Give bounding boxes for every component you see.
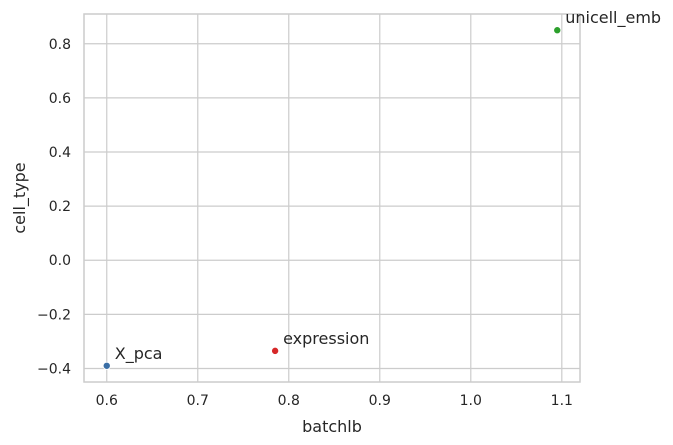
y-tick-label: 0.6 <box>49 91 71 107</box>
point-label: expression <box>283 329 369 348</box>
y-tick-label: −0.2 <box>37 307 71 323</box>
y-tick-label: 0.0 <box>49 253 71 269</box>
x-tick-label: 0.9 <box>369 393 391 409</box>
data-point <box>553 26 562 35</box>
x-axis-label: batchlb <box>302 417 362 436</box>
y-axis-label: cell_type <box>10 162 30 233</box>
point-label: unicell_emb <box>565 8 661 28</box>
x-tick-label: 1.1 <box>551 393 573 409</box>
data-points: X_pca expression unicell_emb <box>102 8 661 370</box>
grid <box>84 14 580 382</box>
plot-frame <box>83 13 581 383</box>
y-tick-label: 0.4 <box>49 145 71 161</box>
point-label: X_pca <box>115 344 163 364</box>
x-tick-label: 0.7 <box>187 393 209 409</box>
data-point <box>271 346 280 355</box>
x-tick-label: 0.6 <box>96 393 118 409</box>
x-tick-label: 1.0 <box>460 393 482 409</box>
x-axis-ticks: 0.6 0.7 0.8 0.9 1.0 1.1 <box>96 393 573 409</box>
y-axis-ticks: −0.4 −0.2 0.0 0.2 0.4 0.6 0.8 <box>37 37 71 378</box>
y-tick-label: −0.4 <box>37 361 71 377</box>
y-tick-label: 0.8 <box>49 37 71 53</box>
x-tick-label: 0.8 <box>278 393 300 409</box>
data-point <box>102 361 111 370</box>
y-tick-label: 0.2 <box>49 199 71 215</box>
